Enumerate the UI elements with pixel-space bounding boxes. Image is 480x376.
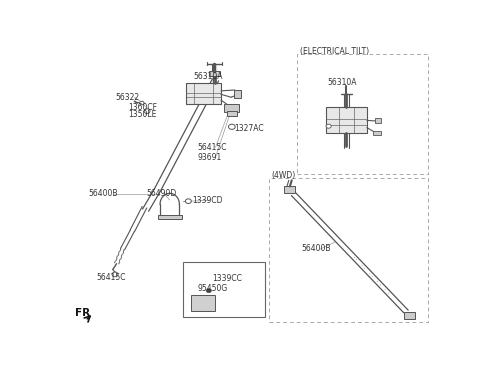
Text: 56400B: 56400B [88, 189, 118, 198]
Bar [191, 295, 215, 311]
Bar [326, 108, 367, 133]
Bar [404, 312, 415, 319]
Bar [158, 215, 181, 219]
Text: (ELECTRICAL TILT): (ELECTRICAL TILT) [300, 47, 369, 56]
Circle shape [185, 199, 192, 203]
Circle shape [140, 101, 144, 105]
Bar [183, 262, 264, 317]
Text: 1360CF: 1360CF [128, 103, 156, 112]
Circle shape [112, 272, 118, 277]
Text: 1327AC: 1327AC [234, 124, 264, 133]
Text: 56310A: 56310A [328, 78, 357, 87]
Text: 95450G: 95450G [198, 284, 228, 293]
Bar [186, 83, 221, 105]
Text: 56322: 56322 [115, 93, 139, 102]
Text: 56400B: 56400B [301, 244, 331, 253]
Bar [234, 90, 241, 98]
Circle shape [206, 289, 211, 293]
Text: 56415C: 56415C [198, 143, 227, 152]
Text: 1339CC: 1339CC [212, 274, 241, 283]
Text: 93691: 93691 [198, 153, 222, 162]
Text: 56490D: 56490D [146, 189, 177, 198]
Bar [209, 71, 220, 76]
Text: 56310A: 56310A [193, 71, 223, 80]
Bar [269, 178, 428, 321]
Bar [224, 105, 239, 112]
Text: FR: FR [75, 308, 90, 318]
Bar [297, 54, 428, 174]
Text: (4WD): (4WD) [271, 171, 296, 180]
Text: 1339CD: 1339CD [192, 196, 223, 205]
Text: 56415C: 56415C [96, 273, 126, 282]
Bar [373, 130, 382, 135]
Bar [228, 111, 237, 116]
Circle shape [144, 109, 150, 114]
Text: 1350LE: 1350LE [128, 110, 156, 119]
Circle shape [326, 124, 331, 128]
Circle shape [228, 124, 235, 129]
Bar [284, 186, 296, 193]
Bar [375, 118, 381, 123]
